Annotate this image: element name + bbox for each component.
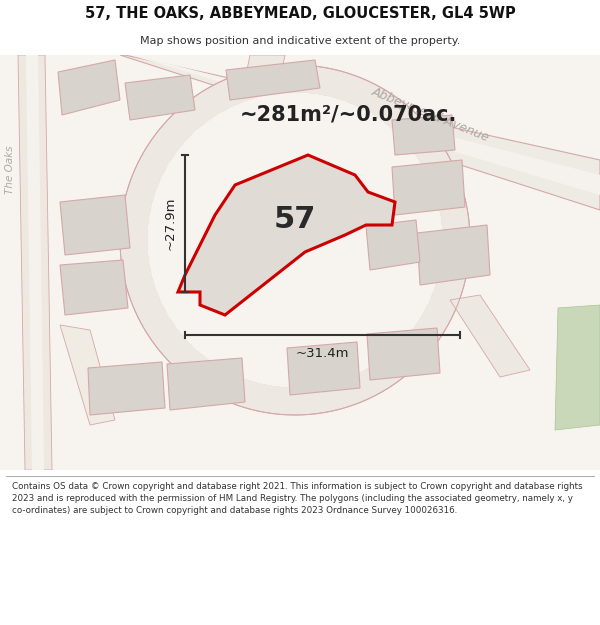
Text: Abbeymead Avenue: Abbeymead Avenue xyxy=(369,86,491,144)
Polygon shape xyxy=(450,295,530,377)
Polygon shape xyxy=(167,358,245,410)
Text: 57, THE OAKS, ABBEYMEAD, GLOUCESTER, GL4 5WP: 57, THE OAKS, ABBEYMEAD, GLOUCESTER, GL4… xyxy=(85,6,515,21)
Polygon shape xyxy=(18,55,52,470)
Circle shape xyxy=(148,93,442,387)
Polygon shape xyxy=(58,60,120,115)
Polygon shape xyxy=(366,220,420,270)
Polygon shape xyxy=(392,160,465,215)
Polygon shape xyxy=(555,305,600,430)
Polygon shape xyxy=(417,225,490,285)
Polygon shape xyxy=(178,155,395,315)
Polygon shape xyxy=(226,60,320,100)
Polygon shape xyxy=(60,260,128,315)
Text: 57: 57 xyxy=(274,206,316,234)
Polygon shape xyxy=(125,75,195,120)
Text: The Oaks: The Oaks xyxy=(5,146,15,194)
Polygon shape xyxy=(130,55,600,195)
Text: Contains OS data © Crown copyright and database right 2021. This information is : Contains OS data © Crown copyright and d… xyxy=(12,482,583,515)
Polygon shape xyxy=(245,55,285,80)
Polygon shape xyxy=(287,342,360,395)
Polygon shape xyxy=(120,55,600,210)
Polygon shape xyxy=(367,328,440,380)
Polygon shape xyxy=(60,195,130,255)
Text: ~27.9m: ~27.9m xyxy=(164,197,177,250)
Polygon shape xyxy=(60,325,115,425)
Polygon shape xyxy=(88,362,165,415)
Polygon shape xyxy=(392,115,455,155)
Text: Map shows position and indicative extent of the property.: Map shows position and indicative extent… xyxy=(140,36,460,46)
Text: ~31.4m: ~31.4m xyxy=(296,347,349,360)
Polygon shape xyxy=(120,65,470,415)
Polygon shape xyxy=(0,55,600,470)
Polygon shape xyxy=(26,55,44,470)
Text: ~281m²/~0.070ac.: ~281m²/~0.070ac. xyxy=(240,105,457,125)
